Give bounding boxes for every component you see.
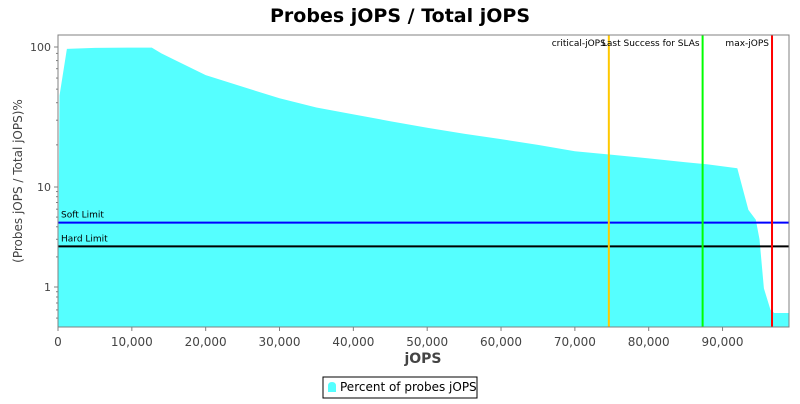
legend-box	[322, 376, 478, 399]
y-tick-label: 10	[37, 181, 51, 194]
x-tick-label: 0	[54, 335, 62, 349]
x-tick-label: 80,000	[628, 335, 670, 349]
x-tick-label: 40,000	[332, 335, 374, 349]
marker-label: critical-jOPS	[552, 39, 606, 49]
y-axis-label: (Probes jOPS / Total jOPS)%	[11, 99, 25, 263]
series-area	[58, 47, 789, 327]
marker-label: Last Success for SLAs	[602, 39, 700, 49]
x-axis-label: jOPS	[403, 351, 441, 367]
x-tick-label: 60,000	[480, 335, 522, 349]
marker-label: max-jOPS	[725, 39, 769, 49]
legend-swatch-icon	[328, 382, 336, 392]
x-tick-label: 20,000	[185, 335, 227, 349]
x-tick-label: 30,000	[259, 335, 301, 349]
legend: Percent of probes jOPS	[322, 376, 478, 399]
marker-label: Hard Limit	[61, 234, 108, 244]
x-tick-label: 90,000	[702, 335, 744, 349]
y-tick-label: 100	[30, 41, 51, 54]
plot-border	[57, 34, 790, 328]
x-tick-label: 50,000	[406, 335, 448, 349]
x-tick-label: 70,000	[554, 335, 596, 349]
legend-label: Percent of probes jOPS	[340, 380, 477, 394]
chart-title: Probes jOPS / Total jOPS	[270, 5, 530, 27]
x-tick-label: 10,000	[111, 335, 153, 349]
marker-label: Soft Limit	[61, 211, 104, 221]
y-tick-label: 1	[44, 281, 51, 294]
